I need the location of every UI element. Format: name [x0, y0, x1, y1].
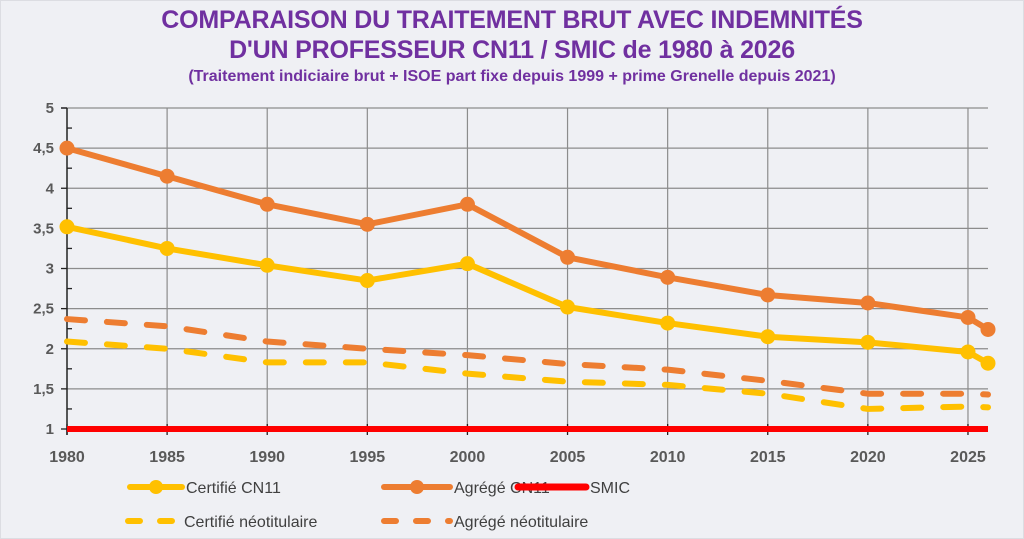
- legend-label: Certifié CN11: [186, 480, 281, 497]
- chart-subtitle: (Traitement indiciaire brut + ISOE part …: [188, 68, 836, 85]
- legend-swatch-marker: [149, 480, 163, 494]
- data-point-agrege-cn11: [660, 269, 676, 285]
- data-point-agrege-cn11: [980, 321, 996, 337]
- data-point-certifie-cn11: [860, 334, 876, 350]
- x-tick-label: 2005: [550, 449, 586, 466]
- data-point-certifie-cn11: [980, 355, 996, 371]
- chart-title-line1: COMPARAISON DU TRAITEMENT BRUT AVEC INDE…: [161, 6, 863, 34]
- legend-item: Certifié néotitulaire: [125, 514, 318, 531]
- data-point-agrege-cn11: [159, 168, 175, 184]
- y-tick-label: 2,5: [33, 301, 54, 318]
- legend-swatch-marker: [410, 480, 424, 494]
- x-tick-label: 2025: [950, 449, 986, 466]
- y-tick-label: 5: [46, 100, 54, 117]
- y-tick-label: 1,5: [33, 381, 54, 398]
- x-tick-label: 1990: [249, 449, 285, 466]
- series-line-agrege-cn11: [64, 145, 991, 333]
- y-tick-label: 4,5: [33, 140, 54, 157]
- legend-item: Certifié CN11: [127, 480, 281, 497]
- x-tick-label: 2020: [850, 449, 886, 466]
- x-tick-label: 2000: [450, 449, 486, 466]
- y-tick-label: 1: [46, 421, 54, 438]
- y-tick-label: 2: [46, 341, 54, 358]
- data-point-agrege-cn11: [560, 249, 576, 265]
- data-point-certifie-cn11: [459, 256, 475, 272]
- gridlines: [67, 107, 988, 429]
- series-layer: [59, 140, 996, 432]
- legend-label: Agrégé néotitulaire: [454, 514, 588, 531]
- data-point-certifie-cn11: [660, 315, 676, 331]
- series-line-certifie-cn11: [64, 223, 991, 367]
- data-point-agrege-cn11: [960, 309, 976, 325]
- axes: 1 1,5 2 2,5 3 3,5 4 4,5 5 1980 1985 1990 1995 2000 200…: [33, 100, 986, 466]
- x-tick-label: 2015: [750, 449, 786, 466]
- series-line-certifie-neotitulaire: [64, 338, 991, 412]
- y-tick-label: 3,5: [33, 220, 54, 237]
- x-tick-label: 1985: [149, 449, 185, 466]
- series-line-agrege-neotitulaire: [64, 316, 991, 398]
- data-point-agrege-cn11: [459, 196, 475, 212]
- y-tick-label: 3: [46, 261, 54, 278]
- x-tick-label: 2010: [650, 449, 686, 466]
- y-tick-label: 4: [46, 180, 55, 197]
- data-point-agrege-cn11: [860, 295, 876, 311]
- legend-label: SMIC: [590, 480, 630, 497]
- data-point-agrege-cn11: [359, 216, 375, 232]
- data-point-certifie-cn11: [960, 344, 976, 360]
- data-point-certifie-cn11: [560, 299, 576, 315]
- data-point-agrege-cn11: [59, 140, 75, 156]
- chart-title-line2: D'UN PROFESSEUR CN11 / SMIC de 1980 à 20…: [229, 36, 795, 64]
- legend-item: SMIC: [514, 480, 630, 497]
- data-point-certifie-cn11: [159, 240, 175, 256]
- data-point-certifie-cn11: [359, 273, 375, 289]
- data-point-certifie-cn11: [259, 257, 275, 273]
- legend-label: Certifié néotitulaire: [184, 514, 318, 531]
- x-tick-label: 1980: [49, 449, 85, 466]
- data-point-certifie-cn11: [59, 219, 75, 235]
- data-point-certifie-cn11: [760, 329, 776, 345]
- x-tick-label: 1995: [350, 449, 386, 466]
- data-point-agrege-cn11: [760, 287, 776, 303]
- legend-item: Agrégé néotitulaire: [381, 514, 588, 531]
- data-point-agrege-cn11: [259, 196, 275, 212]
